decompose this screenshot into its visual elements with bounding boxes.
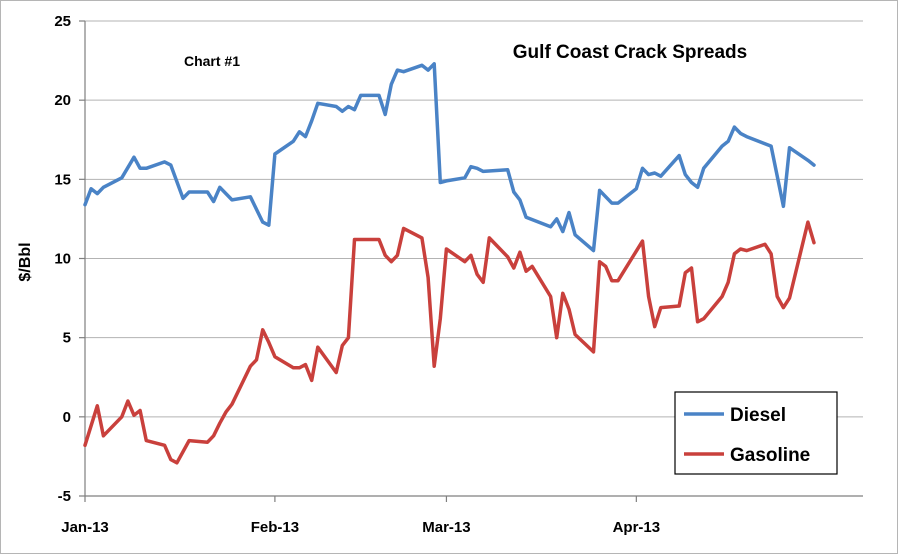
x-tick-label: Mar-13 — [422, 519, 470, 536]
chart-annotation: Chart #1 — [184, 53, 240, 69]
legend-label-diesel: Diesel — [730, 405, 786, 426]
legend: Diesel Gasoline — [674, 391, 838, 475]
y-tick-label: -5 — [58, 488, 71, 505]
y-axis-label: $/Bbl — [17, 242, 34, 281]
y-tick-labels: -5 0 5 10 15 20 25 — [54, 13, 85, 505]
y-tick-label: 20 — [54, 92, 71, 109]
gridlines — [85, 20, 863, 418]
chart-title: Gulf Coast Crack Spreads — [513, 42, 747, 63]
x-tick-label: Jan-13 — [61, 519, 109, 536]
y-tick-label: 15 — [54, 171, 71, 188]
x-tick-label: Apr-13 — [613, 519, 661, 536]
y-tick-label: 25 — [54, 13, 71, 30]
series-line-diesel — [83, 62, 816, 253]
x-tick-label: Feb-13 — [251, 519, 299, 536]
x-tick-labels: Jan-13 Feb-13 Mar-13 Apr-13 — [61, 496, 660, 536]
series-line-gasoline — [83, 220, 816, 465]
legend-box — [674, 391, 838, 475]
y-tick-label: 10 — [54, 251, 71, 268]
legend-label-gasoline: Gasoline — [730, 445, 810, 466]
y-tick-label: 0 — [63, 409, 71, 426]
series-lines — [83, 62, 816, 465]
y-tick-label: 5 — [63, 330, 71, 347]
